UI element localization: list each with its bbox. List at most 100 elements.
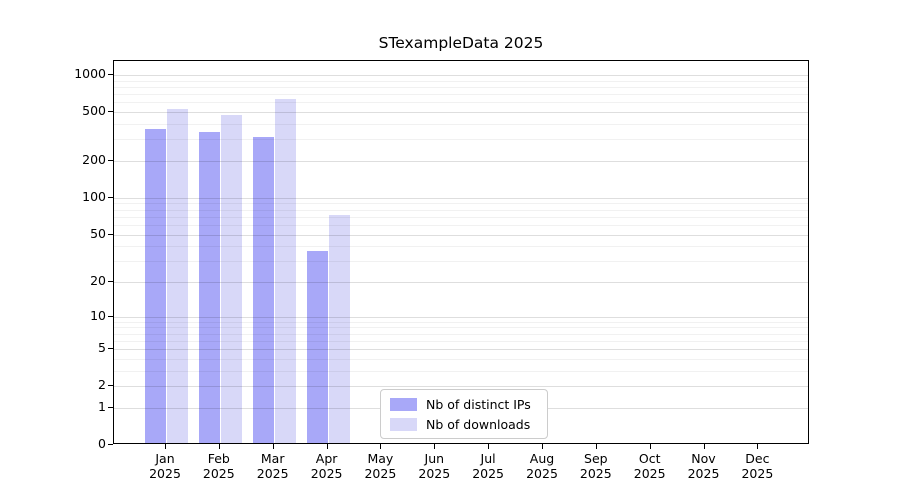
y-tick-mark <box>108 111 113 113</box>
y-tick-mark <box>108 444 113 445</box>
x-tick-label: Oct 2025 <box>618 451 682 481</box>
gridline-minor <box>114 209 808 211</box>
x-tick-month: Feb <box>207 451 230 466</box>
gridline-major <box>114 349 808 351</box>
x-tick-month: Jan <box>155 451 175 466</box>
x-tick-year: 2025 <box>364 466 397 481</box>
x-tick-year: 2025 <box>202 466 235 481</box>
gridline-major <box>114 197 808 199</box>
x-tick-month: Apr <box>315 451 338 466</box>
x-tick-month: Jun <box>424 451 445 466</box>
bar-downloads <box>167 109 188 443</box>
bar-downloads <box>220 114 242 443</box>
gridline-minor <box>114 87 808 88</box>
y-tick-label: 0 <box>98 436 106 451</box>
x-tick-label: Jun 2025 <box>402 451 466 481</box>
bar-downloads <box>274 98 296 443</box>
x-tick-label: Sep 2025 <box>564 451 628 481</box>
x-tick-month: Dec <box>745 451 770 466</box>
legend-label-downloads: Nb of downloads <box>426 416 531 432</box>
y-tick-mark <box>108 348 113 350</box>
gridline-minor <box>114 94 808 96</box>
gridline-major <box>114 316 808 318</box>
y-tick-mark <box>108 196 113 198</box>
gridline-minor <box>114 216 808 218</box>
bar-distinct-ips <box>145 129 166 443</box>
x-tick-label: Dec 2025 <box>725 451 789 481</box>
x-tick-year: 2025 <box>633 466 666 481</box>
x-tick-year: 2025 <box>526 466 558 481</box>
y-tick-mark <box>108 385 113 387</box>
y-tick-label: 50 <box>90 225 106 241</box>
y-tick-label: 500 <box>82 103 106 119</box>
x-tick-mark <box>595 444 597 449</box>
legend-item-distinct-ips: Nb of distinct IPs <box>390 397 538 412</box>
gridline-major <box>114 161 808 162</box>
x-tick-mark <box>434 444 436 449</box>
bar-distinct-ips <box>252 137 274 443</box>
gridline-minor <box>114 224 808 226</box>
gridline-minor <box>114 340 808 342</box>
bar-downloads <box>328 214 350 443</box>
x-tick-year: 2025 <box>310 466 343 481</box>
x-tick-label: Jan 2025 <box>133 451 197 481</box>
y-tick-label: 200 <box>82 152 106 167</box>
gridline-major <box>114 282 808 283</box>
legend-label-distinct-ips: Nb of distinct IPs <box>426 396 531 412</box>
y-tick-label: 5 <box>98 340 106 356</box>
y-tick-label: 1000 <box>74 66 106 81</box>
x-tick-mark <box>326 444 328 449</box>
gridline-minor <box>114 139 808 141</box>
x-tick-month: Sep <box>584 451 608 466</box>
x-tick-label: Jul 2025 <box>456 451 520 481</box>
legend: Nb of distinct IPs Nb of downloads <box>380 389 548 439</box>
gridline-major <box>114 112 808 114</box>
y-tick-mark <box>108 406 113 408</box>
y-tick-mark <box>108 160 113 161</box>
y-tick-mark <box>108 315 113 317</box>
gridline-minor <box>114 246 808 248</box>
x-tick-year: 2025 <box>418 466 451 481</box>
x-tick-year: 2025 <box>687 466 720 481</box>
x-tick-label: Feb 2025 <box>187 451 251 481</box>
bar-distinct-ips <box>306 251 328 443</box>
gridline-minor <box>114 321 808 323</box>
gridline-minor <box>114 102 808 104</box>
x-tick-mark <box>649 444 651 449</box>
gridline-minor <box>114 80 808 82</box>
y-tick-mark <box>108 74 113 75</box>
gridline-minor <box>114 327 808 329</box>
x-tick-mark <box>542 444 543 449</box>
gridline-major <box>114 386 808 388</box>
x-tick-month: Mar <box>260 451 285 466</box>
x-tick-month: Jul <box>480 451 496 466</box>
x-tick-month: May <box>367 451 394 466</box>
x-tick-mark <box>757 444 759 449</box>
x-tick-month: Oct <box>638 451 661 466</box>
x-tick-month: Aug <box>529 451 555 466</box>
gridline-minor <box>114 203 808 205</box>
plot-area: Nb of distinct IPs Nb of downloads <box>113 60 809 444</box>
x-tick-year: 2025 <box>149 466 181 481</box>
x-tick-label: May 2025 <box>348 451 412 481</box>
y-tick-label: 10 <box>90 307 106 323</box>
gridline-minor <box>114 261 808 263</box>
x-tick-mark <box>218 444 220 449</box>
y-tick-mark <box>108 281 113 282</box>
x-tick-year: 2025 <box>472 466 504 481</box>
gridline-minor <box>114 124 808 125</box>
gridline-major <box>114 234 808 236</box>
y-tick-mark <box>108 233 113 235</box>
gridline-minor <box>114 370 808 372</box>
x-tick-year: 2025 <box>741 466 774 481</box>
gridline-minor <box>114 333 808 335</box>
x-tick-month: Nov <box>691 451 716 466</box>
x-tick-year: 2025 <box>579 466 612 481</box>
y-tick-label: 1 <box>98 398 106 414</box>
x-tick-label: Nov 2025 <box>672 451 736 481</box>
bar-distinct-ips <box>198 132 220 443</box>
x-tick-mark <box>165 444 166 449</box>
x-tick-label: Apr 2025 <box>295 451 359 481</box>
y-tick-label: 20 <box>90 273 106 288</box>
